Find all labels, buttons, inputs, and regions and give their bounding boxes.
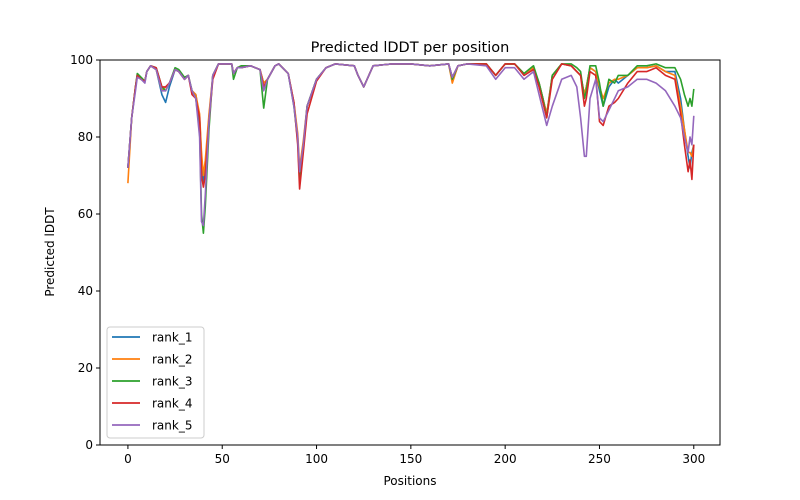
chart-title: Predicted lDDT per position (311, 40, 510, 56)
series-lines (127, 63, 695, 234)
x-tick-label: 250 (588, 452, 611, 466)
x-tick-label: 50 (215, 452, 230, 466)
x-tick-label: 150 (399, 452, 422, 466)
legend-label-rank_2: rank_2 (152, 353, 192, 367)
y-tick-label: 40 (78, 284, 93, 298)
legend-label-rank_5: rank_5 (152, 419, 192, 433)
y-axis-label: Predicted lDDT (43, 207, 57, 297)
y-axis-ticks: 0 20 40 60 80 100 (70, 53, 100, 452)
y-tick-label: 20 (78, 361, 93, 375)
legend-label-rank_3: rank_3 (152, 375, 192, 389)
plot-frame (99, 59, 721, 446)
x-tick-label: 0 (124, 452, 132, 466)
y-tick-label: 0 (85, 438, 93, 452)
x-axis-ticks: 0 50 100 150 200 250 300 (124, 445, 705, 466)
legend-box (106, 326, 205, 439)
series-line-rank_5 (127, 63, 695, 227)
legend-label-rank_1: rank_1 (152, 331, 192, 345)
y-tick-label: 80 (78, 130, 93, 144)
y-tick-label: 60 (78, 207, 93, 221)
x-axis-label: Positions (384, 474, 437, 488)
legend: rank_1 rank_2 rank_3 rank_4 rank_5 (106, 326, 205, 439)
x-tick-label: 300 (682, 452, 705, 466)
y-tick-label: 100 (70, 53, 93, 67)
x-tick-label: 200 (494, 452, 517, 466)
legend-label-rank_4: rank_4 (152, 397, 192, 411)
x-tick-label: 100 (305, 452, 328, 466)
